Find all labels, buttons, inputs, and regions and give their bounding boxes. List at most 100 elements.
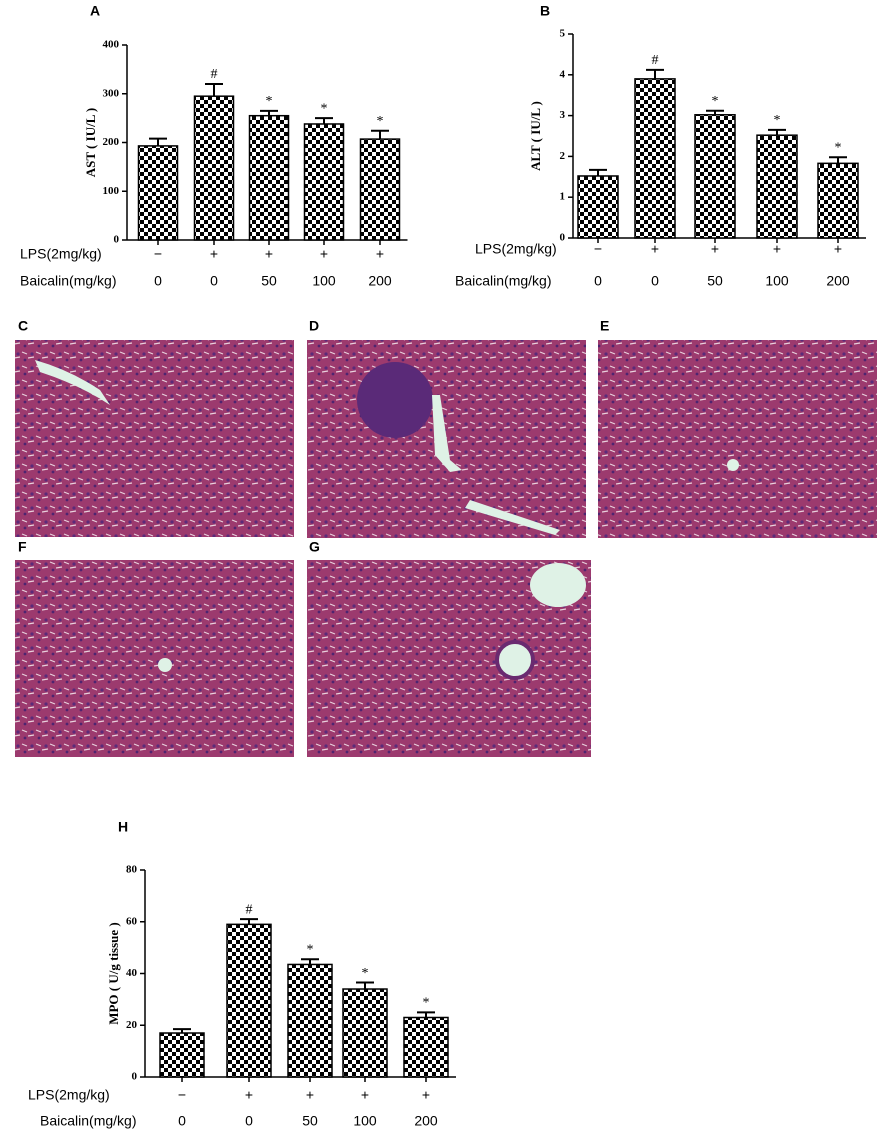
row-label: + xyxy=(422,1087,430,1103)
annotation: * xyxy=(423,996,430,1011)
panel-label: H xyxy=(118,819,128,835)
y-tick-label: 3 xyxy=(560,109,566,121)
row-label: 100 xyxy=(353,1113,377,1129)
row-label: + xyxy=(245,1087,253,1103)
row-label: + xyxy=(265,246,273,262)
row-label: + xyxy=(361,1087,369,1103)
y-tick-label: 5 xyxy=(560,28,566,40)
bar xyxy=(359,138,401,241)
row-label: 0 xyxy=(154,273,162,289)
y-tick-label: 300 xyxy=(103,87,120,99)
annotation: * xyxy=(307,942,314,957)
bar xyxy=(226,923,272,1078)
row-label: + xyxy=(834,241,842,257)
vessel xyxy=(727,459,739,471)
row-label: − xyxy=(154,246,162,262)
y-axis-label: ALT ( IU/L ) xyxy=(528,101,543,171)
y-tick-label: 20 xyxy=(126,1019,138,1031)
y-tick-label: 2 xyxy=(560,150,566,162)
histology-image xyxy=(15,560,294,757)
row-name: Baicalin(mg/kg) xyxy=(455,273,551,289)
y-tick-label: 400 xyxy=(103,39,120,51)
row-name: LPS(2mg/kg) xyxy=(20,246,102,262)
panel-labels: C D E F G xyxy=(18,318,609,555)
row-label: 0 xyxy=(594,273,602,289)
annotation: * xyxy=(377,114,384,129)
annotation: * xyxy=(712,94,719,109)
y-tick-label: 80 xyxy=(126,864,138,876)
bar xyxy=(403,1016,449,1078)
y-tick-label: 4 xyxy=(560,68,566,80)
histology-images xyxy=(15,340,877,757)
bar xyxy=(303,123,345,241)
row-label: 200 xyxy=(414,1113,438,1129)
row-label: + xyxy=(210,246,218,262)
annotation: * xyxy=(362,966,369,981)
row-label: − xyxy=(594,241,602,257)
row-label: 50 xyxy=(302,1113,318,1129)
row-label: + xyxy=(320,246,328,262)
y-tick-label: 1 xyxy=(560,191,566,203)
annotation: # xyxy=(652,53,659,68)
vessel xyxy=(158,658,172,672)
annotation: * xyxy=(835,140,842,155)
panel-label: G xyxy=(309,539,320,555)
panel-label: C xyxy=(18,318,28,334)
infiltrate xyxy=(357,362,433,438)
bar xyxy=(634,78,676,239)
annotation: * xyxy=(774,113,781,128)
bar xyxy=(577,175,619,239)
bar xyxy=(756,134,798,239)
y-tick-label: 40 xyxy=(126,967,138,979)
histology-image xyxy=(598,340,877,538)
y-tick-label: 60 xyxy=(126,915,138,927)
row-label: + xyxy=(773,241,781,257)
bar xyxy=(137,145,179,241)
row-label: 50 xyxy=(261,273,277,289)
y-axis-label: AST ( IU/L ) xyxy=(83,108,98,177)
vessel xyxy=(35,360,110,405)
chart: H MPO ( U/g tissue ) 0 20 40 60 80 # * * * LPS(2mg/… xyxy=(28,819,456,1129)
bar xyxy=(193,95,235,241)
row-label: 0 xyxy=(210,273,218,289)
y-tick-label: 0 xyxy=(114,234,120,246)
bar xyxy=(342,988,388,1078)
panel-label: F xyxy=(18,539,27,555)
row-name: LPS(2mg/kg) xyxy=(28,1087,110,1103)
y-tick-label: 100 xyxy=(103,185,120,197)
vessel xyxy=(495,640,535,680)
bar xyxy=(817,162,859,239)
bar xyxy=(694,114,736,239)
chart: B ALT ( IU/L ) 0 1 2 3 4 5 # * * * LPS(2mg/kg) − + + + + B… xyxy=(455,3,866,289)
vessel xyxy=(530,563,586,607)
y-axis-label: MPO ( U/g tissue ) xyxy=(106,922,121,1025)
row-name: Baicalin(mg/kg) xyxy=(20,273,116,289)
row-label: 50 xyxy=(707,273,723,289)
y-tick-label: 0 xyxy=(132,1071,138,1083)
row-label: − xyxy=(178,1087,186,1103)
panel-label: E xyxy=(600,318,609,334)
row-label: 100 xyxy=(765,273,789,289)
row-label: 200 xyxy=(368,273,392,289)
annotation: * xyxy=(321,101,328,116)
row-name: Baicalin(mg/kg) xyxy=(40,1113,136,1129)
row-label: 100 xyxy=(312,273,336,289)
bar xyxy=(248,114,290,241)
row-label: 0 xyxy=(651,273,659,289)
row-label: + xyxy=(306,1087,314,1103)
row-name: LPS(2mg/kg) xyxy=(475,241,557,257)
row-label: 0 xyxy=(178,1113,186,1129)
y-tick-label: 200 xyxy=(103,136,120,148)
bar xyxy=(287,963,333,1078)
panel-label: B xyxy=(540,3,550,19)
row-label: + xyxy=(376,246,384,262)
panel-label: A xyxy=(90,3,100,19)
annotation: # xyxy=(246,902,253,917)
row-label: 200 xyxy=(826,273,850,289)
row-label: + xyxy=(711,241,719,257)
panel-label: D xyxy=(309,318,319,334)
chart: A AST ( IU/L ) 0 100 200 300 400 # * * * LPS(2mg/kg… xyxy=(20,3,408,289)
row-label: 0 xyxy=(245,1113,253,1129)
annotation: # xyxy=(211,67,218,82)
